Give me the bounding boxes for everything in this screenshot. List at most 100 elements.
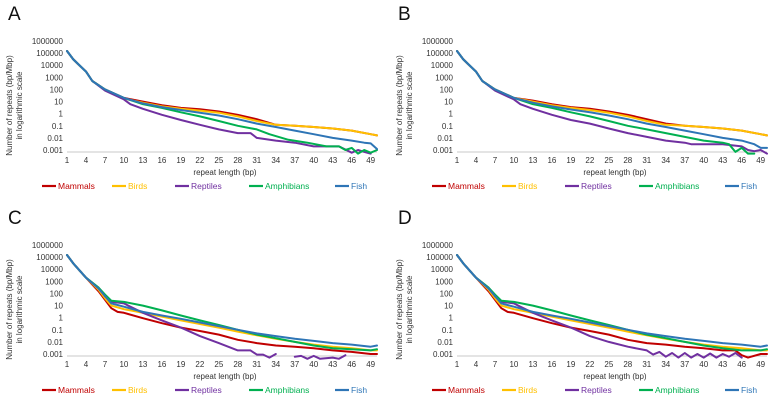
legend-label-mammals: Mammals [448,181,485,191]
x-tick-label: 28 [623,156,632,165]
y-axis-label: Number of repeats (bp/Mbp) [395,259,404,360]
y-tick-label: 100000 [426,49,453,58]
legend-label-mammals: Mammals [58,385,95,395]
legend-label-fish: Fish [351,181,367,191]
x-tick-label: 49 [756,156,765,165]
x-tick-label: 28 [233,360,242,369]
y-axis-label: Number of repeats (bp/Mbp) [395,55,404,156]
x-tick-label: 25 [604,156,613,165]
x-tick-label: 49 [366,360,375,369]
x-tick-label: 10 [119,156,128,165]
chart-panel-a: A 1000000 100000 10000 1000 100 10 1 0.1 0.01 0.00… [5,4,378,191]
y-tick-label: 1 [59,110,64,119]
y-tick-label: 10000 [41,265,64,274]
y-tick-label: 1000000 [422,241,454,250]
x-tick-label: 10 [509,360,518,369]
legend-label-fish: Fish [741,181,757,191]
y-tick-label: 0.1 [52,122,64,131]
x-tick-label: 19 [566,156,575,165]
x-tick-label: 46 [347,360,356,369]
x-tick-label: 49 [366,156,375,165]
y-tick-label: 0.001 [433,146,454,155]
y-tick-label: 100000 [36,49,63,58]
y-tick-label: 0.1 [52,326,64,335]
legend-label-mammals: Mammals [58,181,95,191]
y-tick-label: 0.01 [437,134,453,143]
y-tick-label: 100 [50,85,64,94]
y-tick-label: 0.001 [43,146,64,155]
legend-label-fish: Fish [741,385,757,395]
legend-label-reptiles: Reptiles [191,385,222,395]
x-tick-label: 43 [328,360,337,369]
x-tick-label: 16 [157,156,166,165]
x-tick-label: 31 [252,156,261,165]
legend-label-birds: Birds [128,385,147,395]
x-tick-label: 4 [474,360,479,369]
x-tick-label: 1 [455,360,460,369]
x-tick-label: 25 [604,360,613,369]
y-axis-label-line2: in logarithmic scale [405,71,414,140]
x-tick-label: 40 [309,360,318,369]
y-tick-label: 1000 [45,277,63,286]
y-tick-label: 1000 [435,277,453,286]
x-tick-label: 25 [214,360,223,369]
y-tick-label: 100 [50,289,64,298]
x-tick-label: 43 [718,156,727,165]
x-axis-label: repeat length (bp) [193,372,256,381]
x-tick-label: 34 [271,156,280,165]
y-tick-label: 0.01 [47,338,63,347]
x-tick-label: 40 [699,156,708,165]
x-tick-label: 40 [309,156,318,165]
x-tick-label: 7 [103,360,108,369]
x-tick-label: 46 [737,360,746,369]
legend-label-reptiles: Reptiles [581,181,612,191]
y-axis-label: Number of repeats (bp/Mbp) [5,259,14,360]
x-tick-label: 49 [756,360,765,369]
y-tick-label: 0.001 [433,350,454,359]
panel-letter: B [398,4,411,25]
x-tick-label: 28 [623,360,632,369]
legend-label-birds: Birds [518,181,537,191]
y-tick-label: 100 [440,289,454,298]
x-tick-label: 34 [661,156,670,165]
x-tick-label: 16 [157,360,166,369]
x-tick-label: 4 [84,156,89,165]
legend-label-fish: Fish [351,385,367,395]
y-tick-label: 10000 [431,61,454,70]
y-axis-label-line2: in logarithmic scale [15,275,24,344]
x-tick-label: 34 [661,360,670,369]
x-tick-label: 37 [680,360,689,369]
x-tick-label: 31 [642,156,651,165]
x-tick-label: 22 [585,360,594,369]
series-line-amphibians [456,50,756,155]
x-tick-label: 13 [528,156,537,165]
series-line-fish [66,254,378,348]
y-tick-label: 1000 [435,73,453,82]
x-tick-label: 16 [547,156,556,165]
chart-panel-d: D 1000000 100000 10000 1000 100 10 1 0.1 0.01 0.00… [395,208,768,395]
x-tick-label: 10 [509,156,518,165]
x-tick-label: 4 [84,360,89,369]
x-axis-label: repeat length (bp) [193,168,256,177]
panel-letter: C [8,208,22,229]
x-tick-label: 46 [347,156,356,165]
x-tick-label: 43 [718,360,727,369]
x-tick-label: 22 [195,360,204,369]
x-tick-label: 19 [176,156,185,165]
x-tick-label: 31 [252,360,261,369]
x-tick-label: 16 [547,360,556,369]
x-tick-label: 40 [699,360,708,369]
x-tick-label: 28 [233,156,242,165]
x-tick-label: 7 [493,360,498,369]
x-tick-label: 10 [119,360,128,369]
series-line-reptiles [66,50,372,155]
x-tick-label: 1 [455,156,460,165]
x-tick-label: 13 [138,360,147,369]
y-tick-label: 10 [444,98,453,107]
legend-label-amphibians: Amphibians [265,181,309,191]
y-tick-label: 1 [59,314,64,323]
y-tick-label: 1 [449,314,454,323]
x-tick-label: 25 [214,156,223,165]
y-tick-label: 10 [54,302,63,311]
